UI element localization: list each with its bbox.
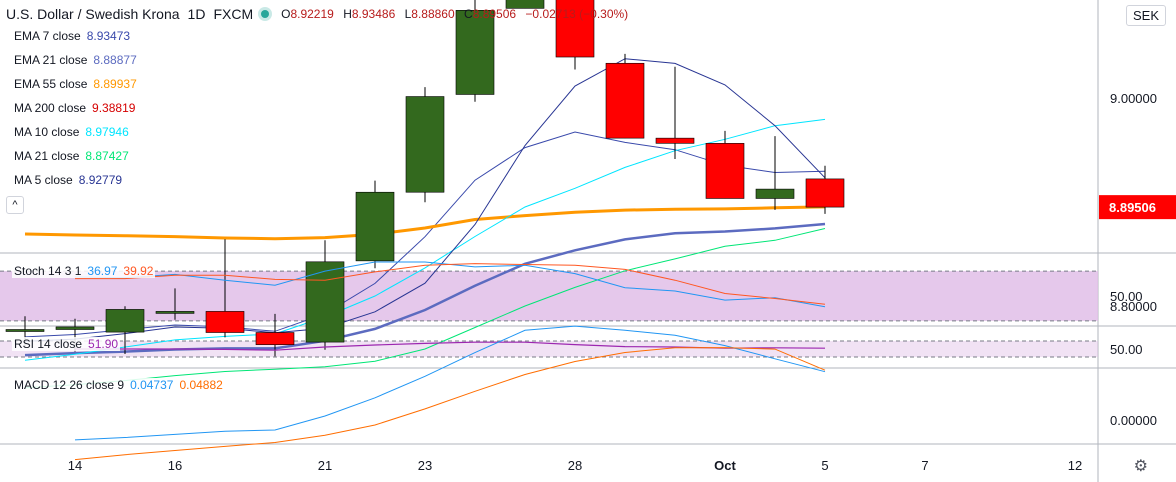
series-line-ema55 <box>24 205 826 241</box>
macd-legend: MACD 12 26 close 9 0.04737 0.04882 <box>12 378 225 392</box>
candle-body <box>155 311 195 314</box>
price-tick-label: 8.80000 <box>1110 299 1157 314</box>
market-status-icon <box>261 10 270 18</box>
ohlc-readout: O8.92219 H8.93486 L8.88860 C8.89506 −0.0… <box>281 7 629 21</box>
candle-body <box>755 188 795 199</box>
series-line-ma5 <box>24 58 826 342</box>
rsi-value: 51.90 <box>88 337 119 351</box>
signal-value: 0.04882 <box>179 378 223 392</box>
price-tick-label: 9.00000 <box>1110 91 1157 106</box>
legend-ema7: EMA 7 close 8.93473 <box>12 29 133 43</box>
candle-body <box>505 0 545 9</box>
collapse-legend-button[interactable]: ^ <box>6 196 24 214</box>
legend-value-ma21: 8.87427 <box>85 149 129 163</box>
series-line-ema21 <box>24 222 826 357</box>
candle-body <box>805 178 845 208</box>
stoch-d-line <box>75 263 826 305</box>
high-value: 8.93486 <box>351 7 396 21</box>
series-line-ma21 <box>24 228 826 389</box>
legend-ma200: MA 200 close 9.38819 <box>12 101 138 115</box>
time-tick-label: 16 <box>168 458 182 473</box>
legend-ma10: MA 10 close 8.97946 <box>12 125 131 139</box>
low-value: 8.88860 <box>411 7 455 21</box>
time-tick-label: 14 <box>68 458 82 473</box>
time-tick-label: 28 <box>568 458 582 473</box>
legend-value-ema7: 8.93473 <box>86 29 131 43</box>
candle-body <box>555 0 595 58</box>
candle-body <box>255 332 295 345</box>
legend-ema21: EMA 21 close 8.88877 <box>12 53 139 67</box>
close-value: 8.89506 <box>472 7 517 21</box>
source-label: FXCM <box>213 6 254 22</box>
time-tick-label: 7 <box>921 458 928 473</box>
rsi-tick-label: 50.00 <box>1110 342 1143 357</box>
candle-body <box>105 309 145 333</box>
legend-value-ema21: 8.88877 <box>93 53 137 67</box>
currency-button[interactable]: SEK <box>1125 5 1166 26</box>
settings-gear-icon[interactable]: ⚙ <box>1133 458 1148 475</box>
candle-body <box>455 10 495 95</box>
last-price-label: 8.89506 <box>1109 200 1156 215</box>
time-tick-label: 12 <box>1068 458 1082 473</box>
candle-body <box>355 191 395 262</box>
signal-line <box>74 347 826 461</box>
candle-body <box>305 261 345 343</box>
legend-ma21: MA 21 close 8.87427 <box>12 149 131 163</box>
macd-line <box>74 325 826 441</box>
stoch-d-value: 39.92 <box>123 264 154 278</box>
change-value: −0.02713 (−0.30%) <box>525 7 629 21</box>
price-tick-label: 9.10000 <box>1110 0 1157 2</box>
symbol-header: U.S. Dollar / Swedish Krona 1D FXCM O8.9… <box>6 4 628 24</box>
stoch-k-value: 36.97 <box>87 264 118 278</box>
legend-value-ma200: 9.38819 <box>92 101 136 115</box>
legend-value-ma5: 8.92779 <box>78 173 123 187</box>
legend-value-ma10: 8.97946 <box>85 125 129 139</box>
candle-body <box>205 311 245 333</box>
stoch-tick-label: 50.00 <box>1110 289 1143 304</box>
candle-body <box>5 329 45 332</box>
macd-value: 0.04737 <box>130 378 174 392</box>
candle-body <box>605 62 645 139</box>
series-line-ma10 <box>24 118 826 361</box>
stoch-legend: Stoch 14 3 1 36.97 39.92 <box>12 264 156 278</box>
legend-value-ema55: 8.89937 <box>93 77 137 91</box>
candle-body <box>55 326 95 330</box>
symbol-name: U.S. Dollar / Swedish Krona <box>6 6 180 22</box>
series-line-ema7 <box>24 131 826 338</box>
time-tick-label: Oct <box>714 458 736 473</box>
macd-tick-label: 0.00000 <box>1110 413 1157 428</box>
time-tick-label: 5 <box>821 458 828 473</box>
time-tick-label: 21 <box>318 458 332 473</box>
candle-body <box>705 143 745 199</box>
rsi-legend: RSI 14 close 51.90 <box>12 337 121 351</box>
candle-body <box>405 96 445 193</box>
legend-ema55: EMA 55 close 8.89937 <box>12 77 139 91</box>
time-tick-label: 23 <box>418 458 432 473</box>
legend-ma5: MA 5 close 8.92779 <box>12 173 125 187</box>
candle-body <box>655 137 695 144</box>
last-price-flag <box>1099 195 1176 220</box>
interval-label[interactable]: 1D <box>187 6 206 22</box>
open-value: 8.92219 <box>290 7 334 21</box>
